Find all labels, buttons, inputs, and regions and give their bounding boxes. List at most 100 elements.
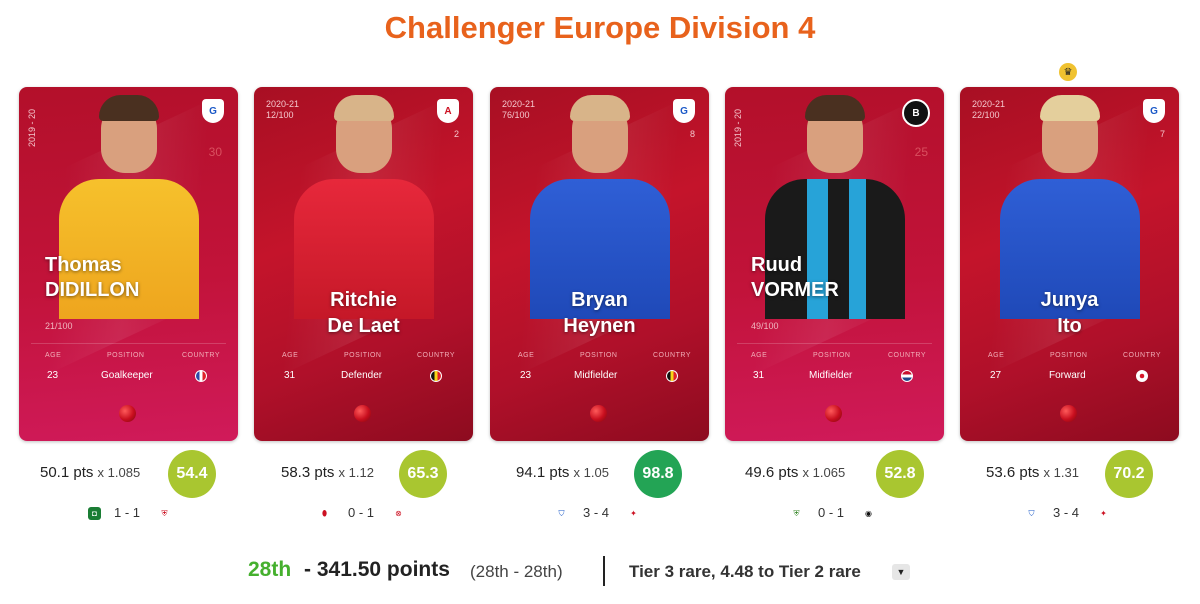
player-hair <box>805 95 865 121</box>
position-value: Defender <box>341 370 383 381</box>
season-serial: 2020-21 76/100 <box>502 99 535 121</box>
caret-down-icon[interactable]: ▼ <box>892 564 910 580</box>
flag-japan-icon <box>1136 370 1148 382</box>
player-photo <box>992 95 1147 319</box>
crown-icon: ♛ <box>1059 63 1077 81</box>
country-label: COUNTRY <box>417 352 455 359</box>
game-score: 3 - 4 <box>1053 505 1080 520</box>
player-hair <box>570 95 630 121</box>
score-badge: 65.3 <box>399 450 447 498</box>
divider <box>737 343 932 344</box>
player-card[interactable]: 2019 - 20 G 30 Thomas DIDILLON 21/100 AG… <box>19 87 238 441</box>
genk-crest-icon: G <box>202 99 224 123</box>
age-label: AGE <box>282 352 299 359</box>
total-points: - 341.50 points <box>304 558 450 582</box>
player-first-name: Ruud <box>751 254 803 276</box>
oostende-icon: ⛨ <box>161 508 168 518</box>
position-label: POSITION <box>1050 352 1088 359</box>
page-title: Challenger Europe Division 4 <box>384 10 816 45</box>
age-label: AGE <box>45 352 62 359</box>
player-card[interactable]: 2020-21 76/100 G 8 Bryan Heynen AGE POSI… <box>490 87 709 441</box>
country-label: COUNTRY <box>182 352 220 359</box>
jersey <box>59 179 199 319</box>
position-value: Forward <box>1049 370 1086 381</box>
multiplier: x 1.085 <box>97 465 141 480</box>
flag-belgium-icon <box>666 370 678 382</box>
player-first-name: Junya <box>1040 289 1099 311</box>
zulte-waregem-icon: ✦ <box>630 509 637 518</box>
card-serial: 49/100 <box>751 321 779 331</box>
player-card[interactable]: 2019 - 20 B 25 Ruud VORMER 49/100 AGE PO… <box>725 87 944 441</box>
jersey <box>294 179 434 319</box>
shirt-number: 7 <box>1159 129 1165 139</box>
season-label: 2019 - 20 <box>733 108 743 147</box>
season-serial: 2020-21 22/100 <box>972 99 1005 121</box>
position-value: Midfielder <box>809 370 853 381</box>
player-card[interactable]: 2020-21 12/100 A 2 Ritchie De Laet AGE P… <box>254 87 473 441</box>
tier-info[interactable]: Tier 3 rare, 4.48 to Tier 2 rare <box>629 562 861 581</box>
game-result: ◘ 1 - 1 ⛨ <box>88 505 178 523</box>
score-row: 94.1 pts x 1.05 98.8 <box>516 450 706 498</box>
age-value: 23 <box>47 370 59 381</box>
result-footer: 28th - 341.50 points (28th - 28th) Tier … <box>0 556 1200 586</box>
jersey <box>765 179 905 319</box>
rarity-ball-icon <box>590 405 607 422</box>
rarity-ball-icon <box>354 405 371 422</box>
multiplier: x 1.05 <box>573 465 609 480</box>
position-value: Goalkeeper <box>101 370 153 381</box>
player-hair <box>1040 95 1100 121</box>
points-value: 49.6 pts <box>745 464 799 481</box>
genk-icon: ⛉ <box>1028 508 1035 518</box>
score-badge: 52.8 <box>876 450 924 498</box>
player-last-name: De Laet <box>327 315 400 337</box>
game-result: ⛨ 0 - 1 ◉ <box>790 505 880 523</box>
score-badge: 98.8 <box>634 450 682 498</box>
game-score: 0 - 1 <box>348 505 375 520</box>
beerschot-icon: ⛨ <box>793 508 800 518</box>
rank-value: 28th <box>248 558 292 581</box>
points-value: 50.1 pts <box>40 464 94 481</box>
points-value: 341.50 points <box>316 558 450 581</box>
player-first-name: Bryan <box>571 289 628 311</box>
points-value: 58.3 pts <box>281 464 335 481</box>
player-photo <box>522 95 677 319</box>
kortrijk-icon: ⊗ <box>395 509 402 518</box>
player-photo <box>51 95 206 319</box>
player-card[interactable]: 2020-21 22/100 G 7 Junya Ito AGE POSITIO… <box>960 87 1179 441</box>
position-label: POSITION <box>344 352 382 359</box>
score-row: 50.1 pts x 1.085 54.4 <box>40 450 230 498</box>
points-text: 53.6 pts x 1.31 <box>986 464 1079 481</box>
shirt-number: 8 <box>689 129 695 139</box>
player-last-name: DIDILLON <box>45 279 140 301</box>
season-serial: 2020-21 12/100 <box>266 99 299 121</box>
card-serial: 22/100 <box>972 110 1000 120</box>
multiplier: x 1.12 <box>338 465 374 480</box>
age-value: 31 <box>753 370 765 381</box>
age-label: AGE <box>518 352 535 359</box>
age-value: 31 <box>284 370 296 381</box>
position-label: POSITION <box>107 352 145 359</box>
season-label: 2020-21 <box>266 99 300 109</box>
genk-crest-icon: G <box>1143 99 1165 123</box>
points-value: 94.1 pts <box>516 464 570 481</box>
points-text: 49.6 pts x 1.065 <box>745 464 845 481</box>
shirt-number: 2 <box>453 129 459 139</box>
age-label: AGE <box>751 352 768 359</box>
player-photo <box>757 95 912 319</box>
points-text: 58.3 pts x 1.12 <box>281 464 374 481</box>
country-label: COUNTRY <box>1123 352 1161 359</box>
card-serial: 76/100 <box>502 110 530 120</box>
club-brugge-icon: ◉ <box>865 509 872 518</box>
player-last-name: VORMER <box>751 279 839 301</box>
score-row: 58.3 pts x 1.12 65.3 <box>281 450 471 498</box>
season-label: 2020-21 <box>972 99 1006 109</box>
age-value: 23 <box>520 370 532 381</box>
divider <box>31 343 226 344</box>
multiplier: x 1.065 <box>802 465 846 480</box>
country-label: COUNTRY <box>653 352 691 359</box>
card-serial: 12/100 <box>266 110 294 120</box>
season-label: 2019 - 20 <box>27 108 37 147</box>
player-first-name: Thomas <box>45 254 122 276</box>
game-result: ⛉ 3 - 4 ✦ <box>1025 505 1115 523</box>
jersey <box>1000 179 1140 319</box>
